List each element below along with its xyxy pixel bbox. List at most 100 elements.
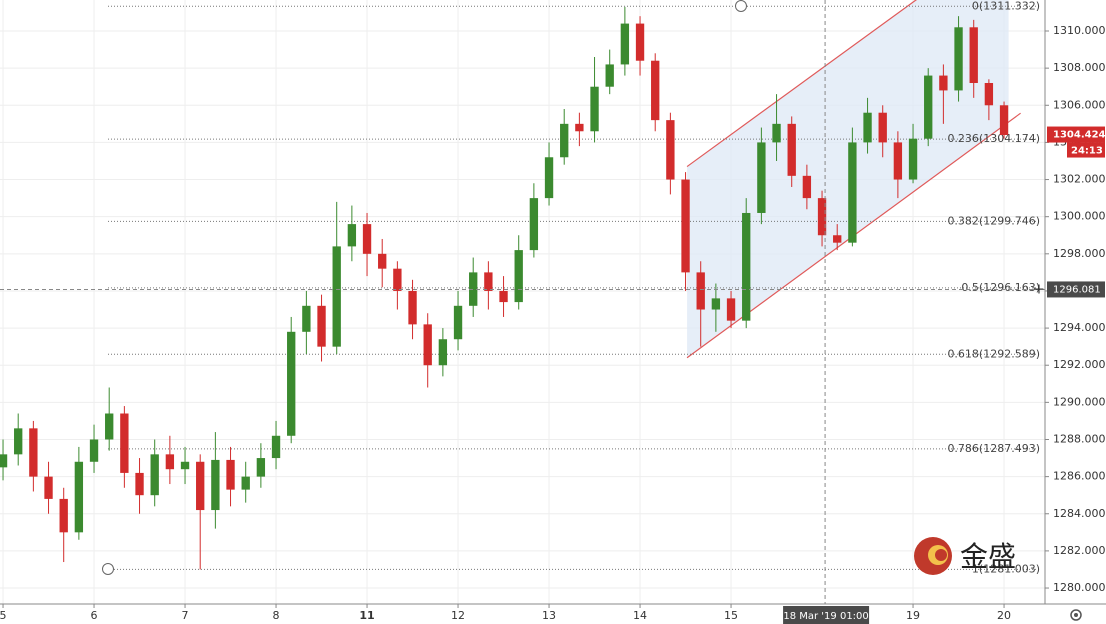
y-tick-label: 1300.000 bbox=[1053, 210, 1106, 223]
candle-body bbox=[544, 157, 554, 199]
fib-label: 1(1281.003) bbox=[972, 562, 1040, 575]
countdown-label: 24:13 bbox=[1071, 146, 1103, 157]
fib-label: 0.236(1304.174) bbox=[947, 132, 1040, 145]
crosshair-x-label: 18 Mar '19 01:00 bbox=[783, 611, 868, 622]
candle-body bbox=[590, 86, 599, 132]
axes: 1280.000 1282.000 1284.000 1286.000 1288.000… bbox=[0, 24, 1106, 624]
candle-body bbox=[757, 142, 766, 213]
candle-body bbox=[469, 272, 478, 306]
candle-body bbox=[772, 123, 781, 143]
candle-body bbox=[271, 435, 281, 459]
x-tick-label: 14 bbox=[633, 609, 647, 622]
candle-body bbox=[287, 331, 296, 436]
candle-body bbox=[74, 461, 84, 533]
candle-body bbox=[59, 498, 68, 533]
x-tick-label: 13 bbox=[542, 609, 556, 622]
candle-body bbox=[635, 23, 645, 61]
candle-body bbox=[196, 461, 205, 511]
candle-body bbox=[317, 305, 326, 347]
y-tick-label: 1286.000 bbox=[1053, 470, 1106, 483]
fib-label: 0.5(1296.163) bbox=[961, 281, 1040, 294]
x-tick-label: 8 bbox=[273, 609, 280, 622]
candle-body bbox=[89, 439, 99, 462]
settings-icon[interactable] bbox=[1070, 609, 1082, 621]
x-tick-label: 6 bbox=[91, 609, 98, 622]
watermark: 金盛 bbox=[960, 540, 1016, 573]
candle-body bbox=[484, 272, 493, 291]
fib-anchor[interactable] bbox=[735, 0, 747, 12]
candle-body bbox=[105, 413, 114, 440]
candle-body bbox=[863, 112, 872, 143]
fib-anchor[interactable] bbox=[102, 563, 114, 575]
candle-body bbox=[256, 458, 266, 477]
candle-body bbox=[302, 305, 311, 332]
candle-body bbox=[408, 290, 417, 325]
candle-body bbox=[0, 454, 8, 468]
candle-body bbox=[347, 224, 357, 247]
candle-body bbox=[893, 142, 903, 180]
x-tick-label: 20 bbox=[997, 609, 1011, 622]
candle-body bbox=[605, 64, 614, 87]
candle-body bbox=[120, 413, 129, 473]
fibonacci: 0(1311.332) 0.236(1304.174) 0.382(1299.746… bbox=[108, 0, 1040, 575]
y-tick-label: 1292.000 bbox=[1053, 358, 1106, 371]
candle-body bbox=[44, 476, 53, 499]
fib-label: 0.786(1287.493) bbox=[947, 442, 1040, 455]
candle-body bbox=[362, 224, 372, 254]
candles bbox=[0, 6, 1009, 570]
candle-body bbox=[226, 459, 235, 490]
logo: 金盛 bbox=[914, 537, 1016, 575]
candle-body bbox=[135, 472, 144, 496]
last-price-box bbox=[1047, 126, 1105, 143]
crosshair-x-box bbox=[783, 606, 870, 624]
candle-body bbox=[241, 476, 250, 490]
y-tick-label: 1308.000 bbox=[1053, 61, 1106, 74]
candle-body bbox=[939, 75, 948, 91]
x-tick-label: 11 bbox=[359, 609, 374, 622]
x-tick-label: 12 bbox=[451, 609, 465, 622]
candle-body bbox=[696, 272, 705, 310]
y-tick-label: 1288.000 bbox=[1053, 432, 1106, 445]
candle-body bbox=[848, 142, 857, 243]
candle-body bbox=[787, 123, 796, 176]
candle-body bbox=[393, 268, 402, 291]
candle-body bbox=[651, 60, 660, 121]
candle-body bbox=[575, 123, 584, 132]
candle-body bbox=[802, 175, 812, 199]
candle-body bbox=[14, 428, 23, 455]
crosshair-y-box bbox=[1047, 281, 1105, 298]
y-tick-label: 1284.000 bbox=[1053, 507, 1106, 520]
candle-body bbox=[954, 27, 963, 91]
candle-body bbox=[969, 27, 978, 83]
candle-body bbox=[438, 339, 448, 366]
candle-body bbox=[908, 138, 918, 180]
candle-body bbox=[878, 112, 887, 143]
y-tick-label: 1294.000 bbox=[1053, 321, 1106, 334]
x-tick-label: 7 bbox=[182, 609, 189, 622]
crosshair-plus: + bbox=[1033, 281, 1045, 297]
candle-body bbox=[924, 75, 933, 139]
candle-body bbox=[180, 461, 190, 470]
candle-body bbox=[817, 198, 827, 236]
last-price-label: 1304.424 bbox=[1053, 130, 1106, 141]
y-tick-label: 1298.000 bbox=[1053, 247, 1106, 260]
y-tick-label: 1290.000 bbox=[1053, 395, 1106, 408]
candle-body bbox=[620, 23, 630, 65]
candle-body bbox=[150, 454, 159, 496]
fib-label: 0.382(1299.746) bbox=[947, 214, 1040, 227]
countdown-box bbox=[1067, 142, 1105, 158]
candle-body bbox=[984, 82, 994, 106]
x-tick-label: 15 bbox=[724, 609, 738, 622]
channel-line bbox=[686, 0, 917, 168]
candle-body bbox=[999, 105, 1009, 135]
candle-body bbox=[833, 235, 842, 243]
candle-body bbox=[711, 298, 721, 310]
candle-body bbox=[529, 198, 539, 251]
y-tick-label: 1306.000 bbox=[1053, 98, 1106, 111]
x-tick-label: 5 bbox=[0, 609, 7, 622]
crosshair: + bbox=[0, 0, 1045, 604]
candle-body bbox=[560, 123, 569, 158]
candle-body bbox=[453, 305, 463, 340]
candle-body bbox=[681, 179, 690, 273]
